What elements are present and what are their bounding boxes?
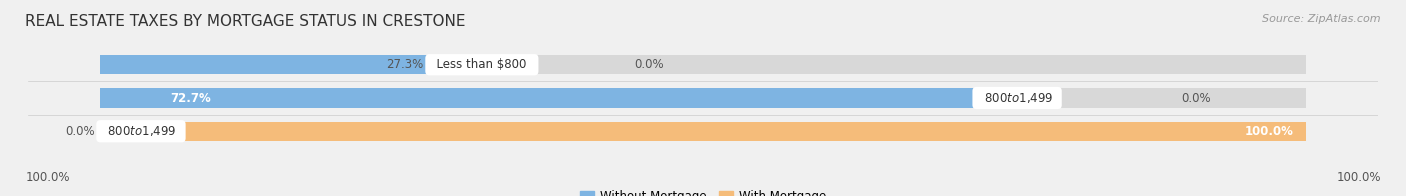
Text: 0.0%: 0.0% xyxy=(65,125,94,138)
Text: 0.0%: 0.0% xyxy=(634,58,664,71)
Text: $800 to $1,499: $800 to $1,499 xyxy=(100,124,181,138)
Bar xyxy=(100,122,1306,141)
Text: 100.0%: 100.0% xyxy=(25,171,70,184)
Text: $800 to $1,499: $800 to $1,499 xyxy=(977,91,1057,105)
Bar xyxy=(100,55,429,74)
Text: REAL ESTATE TAXES BY MORTGAGE STATUS IN CRESTONE: REAL ESTATE TAXES BY MORTGAGE STATUS IN … xyxy=(25,14,465,29)
Bar xyxy=(100,55,1306,74)
Text: 72.7%: 72.7% xyxy=(170,92,211,104)
Text: 100.0%: 100.0% xyxy=(1336,171,1381,184)
Bar xyxy=(100,88,1306,108)
Bar xyxy=(100,88,977,108)
Bar xyxy=(100,122,1306,141)
Text: 100.0%: 100.0% xyxy=(1244,125,1294,138)
Text: Source: ZipAtlas.com: Source: ZipAtlas.com xyxy=(1263,14,1381,24)
Text: 0.0%: 0.0% xyxy=(1181,92,1211,104)
Text: Less than $800: Less than $800 xyxy=(429,58,534,71)
Legend: Without Mortgage, With Mortgage: Without Mortgage, With Mortgage xyxy=(575,185,831,196)
Text: 27.3%: 27.3% xyxy=(387,58,423,71)
